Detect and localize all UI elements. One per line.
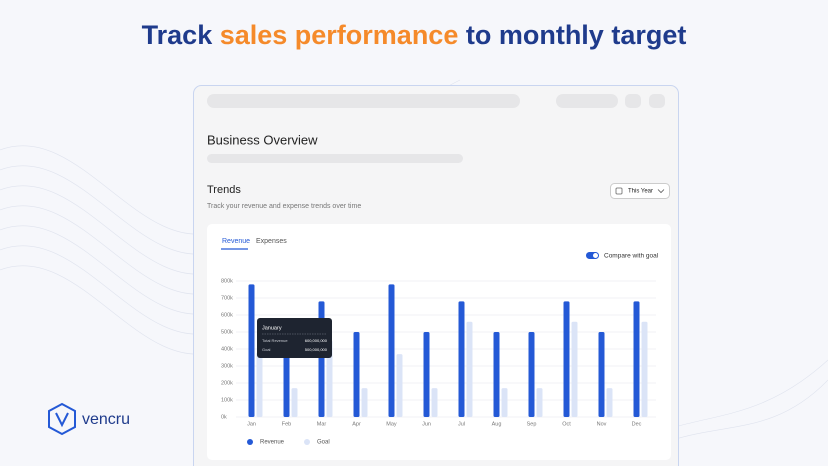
bar (353, 332, 360, 417)
bar (493, 332, 500, 417)
bar (466, 321, 473, 417)
bar (326, 340, 333, 417)
x-tick-label: Nov (597, 421, 607, 427)
legend: Revenue Goal (247, 439, 330, 446)
headline: Track sales performance to monthly targe… (142, 20, 687, 50)
icon-placeholder (625, 94, 641, 108)
period-box[interactable] (610, 183, 670, 199)
bar (528, 332, 535, 417)
x-tick-label: Mar (317, 421, 327, 427)
section-subtitle: Track your revenue and expense trends ov… (207, 203, 361, 210)
toggle-knob (593, 253, 598, 258)
page-title: Business Overview (207, 132, 318, 147)
chevron (657, 189, 665, 194)
legend-label: Revenue (260, 440, 285, 446)
bar (633, 301, 640, 417)
brand-name: vencru (82, 411, 130, 428)
y-tick-label: 400k (221, 346, 233, 352)
nav-placeholder (556, 94, 618, 108)
y-tick-label: 200k (221, 380, 233, 386)
y-tick-label: 600k (221, 312, 233, 318)
y-tick-label: 300k (221, 363, 233, 369)
bar (563, 301, 570, 417)
calendar-icon (615, 187, 623, 195)
y-tick-label: 800k (221, 278, 233, 284)
text-placeholder (207, 154, 463, 163)
logo: vencru (48, 402, 130, 436)
x-tick-label: Aug (492, 421, 502, 427)
tooltip-label: Goal (262, 347, 271, 352)
x-tick-label: Apr (352, 421, 361, 427)
y-tick-label: 700k (221, 295, 233, 301)
x-tick-label: Sep (527, 421, 537, 427)
tooltip-value: 500,000,000 (305, 347, 328, 352)
headline-text: to monthly target (458, 20, 686, 50)
bar (388, 284, 395, 417)
logo-mark (48, 402, 76, 436)
tab[interactable]: Revenue (222, 238, 250, 245)
bar (396, 354, 403, 417)
search-placeholder (207, 94, 520, 108)
tab[interactable]: Expenses (256, 238, 287, 245)
bar (248, 284, 255, 417)
legend-label: Goal (317, 440, 330, 446)
x-tick-label: Jul (458, 421, 465, 427)
x-tick-label: May (386, 421, 397, 427)
bar (256, 352, 263, 417)
bar (291, 388, 298, 417)
y-tick-label: 100k (221, 397, 233, 403)
period-select[interactable]: This Year (610, 183, 670, 199)
bar (598, 332, 605, 417)
section-title: Trends (207, 184, 241, 196)
tooltip-value: 600,000,000 (305, 338, 328, 343)
tooltip-title: January (262, 325, 282, 331)
bar (641, 321, 648, 417)
tooltip: January Total Revenue 600,000,000 Goal 5… (257, 318, 332, 358)
x-tick-label: Jun (422, 421, 431, 427)
bar (571, 321, 578, 417)
toggle-label[interactable]: Compare with goal (604, 253, 659, 260)
legend-swatch (304, 439, 310, 445)
bar (536, 388, 543, 417)
icon-placeholder (649, 94, 665, 108)
logo-v (55, 412, 69, 428)
headline-highlight: sales performance (220, 20, 459, 50)
x-tick-label: Feb (282, 421, 291, 427)
tooltip-box (257, 318, 332, 358)
bar (501, 388, 508, 417)
x-tick-label: Jan (247, 421, 256, 427)
bar (431, 388, 438, 417)
bar (606, 388, 613, 417)
y-tick-label: 0k (221, 414, 227, 420)
bar (458, 301, 465, 417)
headline-text: Track (142, 20, 220, 50)
x-tick-label: Dec (632, 421, 642, 427)
bar (361, 388, 368, 417)
bar (423, 332, 430, 417)
x-tick-label: Oct (562, 421, 571, 427)
y-tick-label: 500k (221, 329, 233, 335)
tooltip-label: Total Revenue (262, 338, 288, 343)
period-label[interactable]: This Year (628, 189, 653, 195)
legend-swatch (247, 439, 253, 445)
